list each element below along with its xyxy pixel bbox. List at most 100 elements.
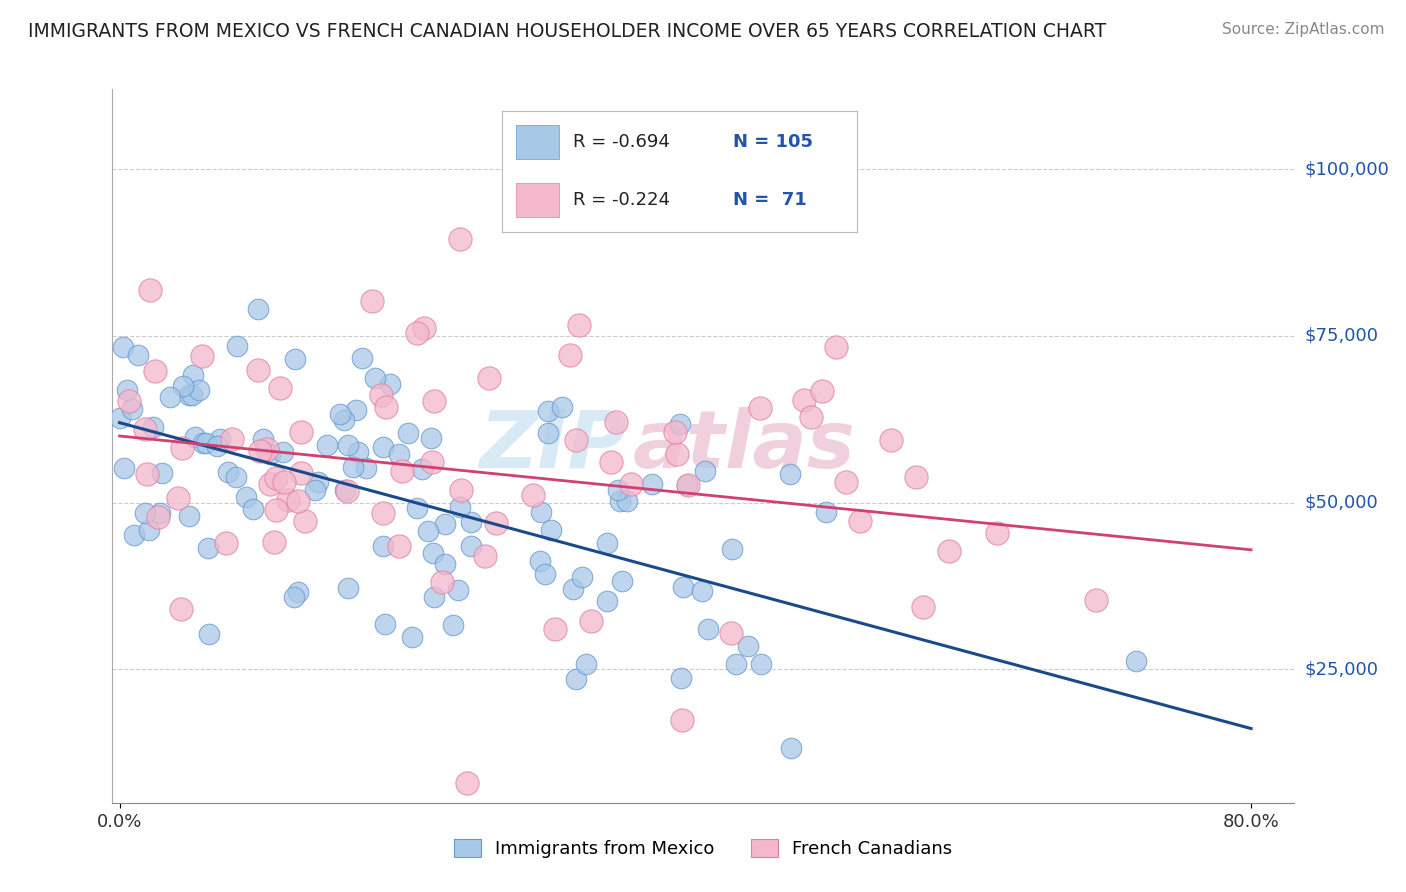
- Point: [616, 493, 638, 508]
- Point: [284, 352, 307, 367]
- Text: Source: ZipAtlas.com: Source: ZipAtlas.com: [1222, 22, 1385, 37]
- Text: IMMIGRANTS FROM MEXICO VS FRENCH CANADIAN HOUSEHOLDER INCOME OVER 65 YEARS CORRE: IMMIGRANTS FROM MEXICO VS FRENCH CANADIA…: [28, 22, 1107, 41]
- Point: [184, 430, 207, 444]
- Point: [361, 293, 384, 308]
- Point: [749, 657, 772, 671]
- Point: [263, 534, 285, 549]
- Point: [350, 351, 373, 365]
- Point: [336, 484, 359, 499]
- Point: [537, 403, 560, 417]
- Point: [938, 544, 960, 558]
- Text: atlas: atlas: [633, 407, 855, 485]
- Point: [441, 617, 464, 632]
- Point: [259, 476, 281, 491]
- Point: [641, 476, 664, 491]
- Point: [423, 590, 446, 604]
- Point: [665, 447, 688, 461]
- Point: [534, 567, 557, 582]
- Text: $25,000: $25,000: [1305, 660, 1379, 679]
- Point: [543, 623, 565, 637]
- Point: [273, 475, 295, 489]
- Point: [304, 483, 326, 498]
- Point: [108, 411, 131, 425]
- Point: [669, 417, 692, 432]
- Point: [721, 541, 744, 556]
- Point: [537, 425, 560, 440]
- Point: [197, 541, 219, 556]
- Point: [371, 440, 394, 454]
- Point: [474, 549, 496, 563]
- Point: [337, 581, 360, 595]
- Point: [374, 400, 396, 414]
- Point: [449, 232, 471, 246]
- Point: [188, 383, 211, 397]
- Point: [450, 483, 472, 497]
- Point: [336, 438, 359, 452]
- Point: [456, 776, 478, 790]
- Point: [810, 384, 832, 398]
- Point: [478, 371, 501, 385]
- Point: [396, 425, 419, 440]
- Point: [150, 466, 173, 480]
- Point: [121, 401, 143, 416]
- Point: [571, 570, 593, 584]
- Point: [905, 470, 928, 484]
- Point: [139, 283, 162, 297]
- Point: [134, 422, 156, 436]
- Point: [411, 461, 433, 475]
- Point: [235, 490, 257, 504]
- Point: [540, 523, 562, 537]
- Point: [122, 528, 145, 542]
- Point: [568, 318, 591, 333]
- Point: [401, 630, 423, 644]
- Text: ZIP: ZIP: [479, 407, 626, 485]
- Point: [446, 583, 468, 598]
- Point: [347, 445, 370, 459]
- Point: [879, 433, 901, 447]
- Point: [335, 483, 357, 497]
- Point: [181, 368, 204, 383]
- Point: [1085, 593, 1108, 607]
- Text: $50,000: $50,000: [1305, 493, 1378, 512]
- Point: [136, 467, 159, 482]
- Point: [529, 554, 551, 568]
- Point: [225, 470, 247, 484]
- Point: [271, 444, 294, 458]
- Point: [149, 506, 172, 520]
- Point: [574, 657, 596, 671]
- Point: [226, 338, 249, 352]
- Point: [114, 461, 136, 475]
- Point: [433, 516, 456, 531]
- Point: [780, 741, 803, 756]
- Point: [579, 614, 602, 628]
- Point: [814, 505, 837, 519]
- Point: [551, 400, 574, 414]
- Point: [605, 415, 627, 429]
- Point: [596, 594, 619, 608]
- Point: [246, 301, 269, 316]
- Text: $100,000: $100,000: [1305, 161, 1389, 178]
- Point: [413, 320, 436, 334]
- Point: [599, 455, 621, 469]
- Point: [986, 525, 1008, 540]
- Point: [485, 516, 508, 531]
- Point: [422, 546, 444, 560]
- Point: [264, 471, 287, 485]
- Point: [664, 425, 686, 440]
- Point: [793, 392, 815, 407]
- Point: [205, 439, 228, 453]
- Point: [197, 626, 219, 640]
- Point: [695, 464, 717, 478]
- Point: [720, 626, 742, 640]
- Point: [606, 483, 628, 497]
- Point: [460, 539, 482, 553]
- Point: [430, 575, 453, 590]
- Point: [181, 387, 204, 401]
- Point: [825, 340, 848, 354]
- Point: [170, 602, 193, 616]
- Point: [217, 465, 239, 479]
- Point: [420, 431, 443, 445]
- Point: [620, 476, 643, 491]
- Point: [167, 491, 190, 506]
- Point: [290, 425, 312, 440]
